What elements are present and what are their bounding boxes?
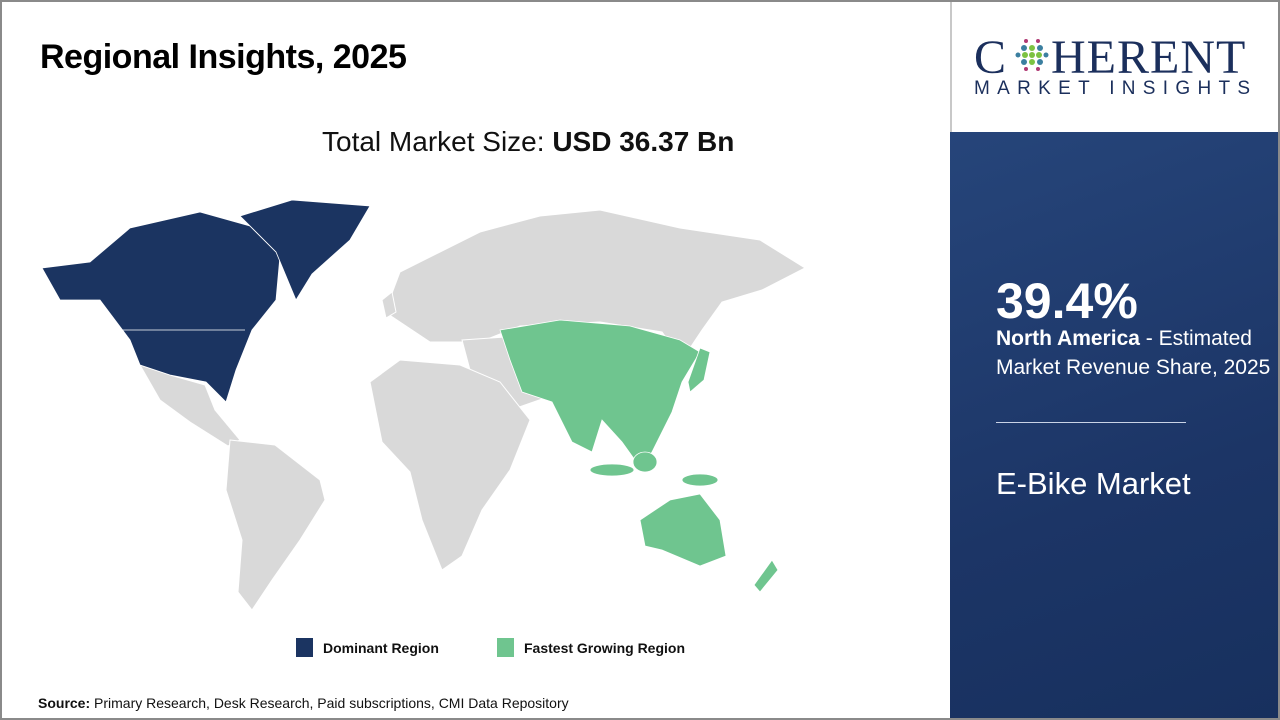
map-new-zealand: [753, 559, 779, 593]
source-text: Primary Research, Desk Research, Paid su…: [90, 695, 569, 711]
map-south-america: [225, 439, 326, 611]
map-australia: [639, 493, 727, 567]
total-market-size: Total Market Size: USD 36.37 Bn: [322, 126, 734, 158]
divider: [996, 422, 1186, 423]
legend-swatch: [296, 638, 313, 657]
highlight-panel: 39.4% North America - Estimated Market R…: [950, 132, 1280, 720]
legend-label: Fastest Growing Region: [524, 639, 686, 656]
company-logo: C HERENT MARKET INSIGHTS: [950, 0, 1280, 132]
legend-swatch: [497, 638, 514, 657]
map-eurasia: [384, 209, 807, 361]
page-title: Regional Insights, 2025: [40, 38, 407, 76]
market-name: E-Bike Market: [996, 466, 1191, 501]
map-japan: [687, 347, 711, 393]
region-name: North America: [996, 327, 1140, 350]
globe-icon: [1015, 39, 1049, 71]
source-label: Source:: [38, 695, 91, 711]
map-central-america: [138, 364, 241, 447]
logo-tagline: MARKET INSIGHTS: [974, 78, 1258, 99]
map-asia-pacific: [499, 319, 701, 471]
total-value: USD 36.37 Bn: [552, 126, 735, 157]
map-borneo: [632, 451, 658, 473]
map-indonesia: [589, 463, 635, 477]
legend-dominant: Dominant Region: [296, 638, 439, 657]
map-uk: [381, 291, 397, 319]
source-note: Source: Primary Research, Desk Research,…: [38, 695, 569, 711]
share-description: North America - Estimated Market Revenue…: [996, 324, 1276, 382]
map-new-guinea: [681, 473, 719, 487]
logo-wordmark: C HERENT: [974, 31, 1247, 84]
map-greenland: [239, 199, 371, 301]
legend-fastest: Fastest Growing Region: [497, 638, 685, 657]
world-map: [41, 199, 807, 611]
map-north-america: [41, 211, 281, 403]
legend-label: Dominant Region: [323, 639, 439, 656]
share-value: 39.4%: [996, 273, 1138, 329]
share-desc-text: - Estimated Market Revenue Share, 2025: [996, 327, 1271, 379]
total-label: Total Market Size:: [322, 126, 553, 157]
map-africa: [369, 359, 531, 571]
